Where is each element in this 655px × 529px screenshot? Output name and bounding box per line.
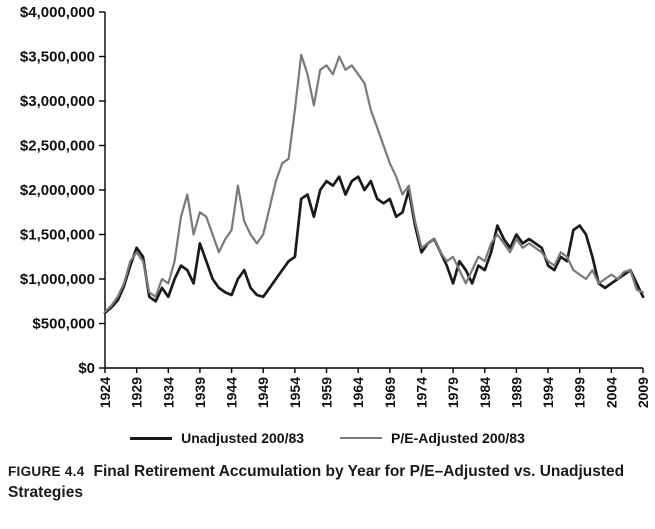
svg-text:1949: 1949 <box>255 377 271 408</box>
legend-item-unadjusted: Unadjusted 200/83 <box>130 430 304 446</box>
svg-text:1954: 1954 <box>287 377 303 408</box>
chart-legend: Unadjusted 200/83 P/E-Adjusted 200/83 <box>0 430 655 446</box>
svg-text:$1,000,000: $1,000,000 <box>20 271 95 288</box>
svg-text:2009: 2009 <box>635 377 651 408</box>
svg-text:2004: 2004 <box>603 377 619 408</box>
svg-text:1924: 1924 <box>97 377 113 408</box>
svg-text:$500,000: $500,000 <box>32 316 95 333</box>
svg-text:1939: 1939 <box>192 377 208 408</box>
figure-title: Final Retirement Accumulation by Year fo… <box>8 463 625 501</box>
svg-text:$2,000,000: $2,000,000 <box>20 182 95 199</box>
figure-4-4: $0 $500,000 $1,000,000 $1,500,000 $2,000,000… <box>0 4 655 504</box>
svg-text:1994: 1994 <box>540 377 556 408</box>
svg-text:$0: $0 <box>78 360 95 377</box>
svg-text:$2,500,000: $2,500,000 <box>20 138 95 155</box>
svg-text:$1,500,000: $1,500,000 <box>20 227 95 244</box>
figure-number: FIGURE 4.4 <box>8 464 85 479</box>
svg-text:1959: 1959 <box>319 377 335 408</box>
svg-text:1999: 1999 <box>572 377 588 408</box>
svg-text:1929: 1929 <box>129 377 145 408</box>
svg-text:$3,500,000: $3,500,000 <box>20 49 95 66</box>
legend-item-pe-adjusted: P/E-Adjusted 200/83 <box>340 430 525 446</box>
svg-text:1944: 1944 <box>224 377 240 408</box>
svg-text:$3,000,000: $3,000,000 <box>20 93 95 110</box>
svg-text:$4,000,000: $4,000,000 <box>20 4 95 21</box>
svg-text:1974: 1974 <box>413 377 429 408</box>
svg-text:1989: 1989 <box>508 377 524 408</box>
unadjusted-line-swatch <box>130 436 173 440</box>
pe-adjusted-line-swatch <box>340 436 383 440</box>
legend-label-unadjusted: Unadjusted 200/83 <box>181 430 305 446</box>
svg-text:1969: 1969 <box>382 377 398 408</box>
svg-text:1964: 1964 <box>350 377 366 408</box>
figure-caption: FIGURE 4.4 Final Retirement Accumulation … <box>8 462 643 504</box>
legend-label-pe-adjusted: P/E-Adjusted 200/83 <box>391 430 525 446</box>
chart-svg: $0 $500,000 $1,000,000 $1,500,000 $2,000,000… <box>20 4 651 408</box>
svg-text:1934: 1934 <box>160 377 176 408</box>
svg-text:1984: 1984 <box>477 377 493 408</box>
svg-text:1979: 1979 <box>445 377 461 408</box>
